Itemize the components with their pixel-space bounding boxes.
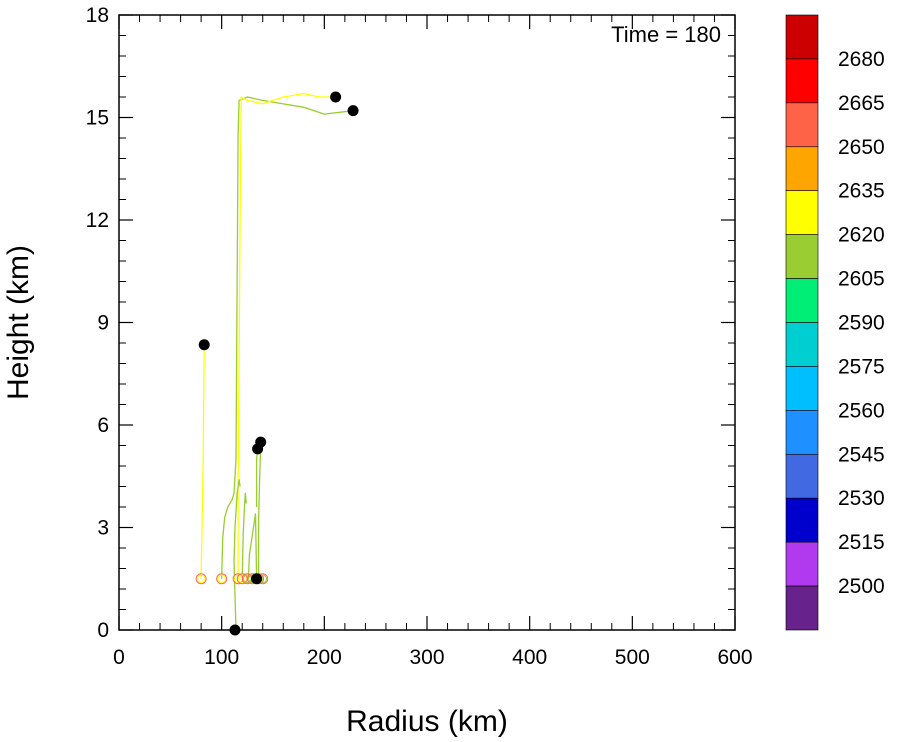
y-tick-label: 0 xyxy=(97,619,109,642)
trajectory-line xyxy=(247,513,258,579)
trajectory-line xyxy=(221,96,354,579)
x-tick-label: 400 xyxy=(512,646,547,669)
colorbar-label: 2650 xyxy=(838,136,885,159)
colorbar-swatch xyxy=(785,322,819,367)
y-tick-label: 6 xyxy=(97,414,109,437)
colorbar-label: 2590 xyxy=(838,312,885,335)
y-tick-label: 9 xyxy=(97,312,109,335)
colorbar-label: 2515 xyxy=(838,531,885,554)
colorbar-swatch xyxy=(785,58,819,104)
colorbar-swatch xyxy=(785,234,819,279)
colorbar: 2680 2665 2650 2635 2620 2605 2590 2575 2560 2545… xyxy=(785,14,885,631)
trajectory-line xyxy=(241,492,247,579)
trajectory-line xyxy=(233,479,241,631)
colorbar-label: 2635 xyxy=(838,180,885,203)
colorbar-label: 2665 xyxy=(838,92,885,115)
trajectory-end-point xyxy=(198,339,210,351)
colorbar-label: 2560 xyxy=(838,399,885,422)
trajectory-start-marker xyxy=(195,573,207,585)
x-tick-label: 500 xyxy=(615,646,650,669)
trajectory-start-marker-inner xyxy=(196,574,206,584)
plot-content xyxy=(195,91,359,636)
trajectory-line xyxy=(257,441,263,579)
colorbar-label: 2605 xyxy=(838,268,885,291)
plot-frame xyxy=(118,14,736,631)
colorbar-swatch xyxy=(785,497,819,543)
time-annotation: Time = 180 xyxy=(611,22,721,47)
y-tick-label: 3 xyxy=(97,517,109,540)
colorbar-swatch xyxy=(785,102,819,148)
y-tick-label: 12 xyxy=(86,209,109,232)
trajectory-line xyxy=(255,448,259,507)
colorbar-swatch xyxy=(785,541,819,587)
colorbar-label: 2530 xyxy=(838,487,885,510)
trajectory-start-marker-inner xyxy=(237,574,247,584)
x-tick-label: 600 xyxy=(717,646,752,669)
trajectory-end-point xyxy=(255,436,267,448)
trajectory-line xyxy=(200,344,205,579)
trajectory-start-marker-inner xyxy=(217,574,226,584)
colorbar-swatch xyxy=(785,585,819,631)
x-tick-label: 0 xyxy=(113,646,125,669)
trajectory-end-point xyxy=(330,91,342,103)
colorbar-swatch xyxy=(785,453,819,499)
colorbar-swatch xyxy=(785,14,819,60)
x-tick-label: 300 xyxy=(409,646,444,669)
x-tick-label: 200 xyxy=(307,646,342,669)
trajectory-line xyxy=(237,92,336,579)
y-tick-label: 15 xyxy=(86,107,109,130)
colorbar-label: 2500 xyxy=(838,575,885,598)
colorbar-swatch xyxy=(785,410,819,455)
trajectory-start-marker xyxy=(216,573,228,585)
colorbar-swatch xyxy=(785,146,819,192)
y-axis-title: Height (km) xyxy=(2,245,35,400)
x-axis-title: Radius (km) xyxy=(346,705,508,738)
axis-ticks: 0 100 200 300 400 500 600 0 3 6 9 12 15 18 xyxy=(86,4,753,669)
colorbar-label: 2680 xyxy=(838,48,885,71)
colorbar-swatch xyxy=(785,190,819,235)
colorbar-label: 2575 xyxy=(838,355,885,378)
colorbar-label: 2545 xyxy=(838,443,885,466)
x-tick-label: 100 xyxy=(204,646,239,669)
colorbar-swatch xyxy=(785,366,819,411)
y-tick-label: 18 xyxy=(86,4,109,27)
colorbar-label: 2620 xyxy=(838,224,885,247)
trajectory-end-point xyxy=(251,573,263,585)
trajectory-end-point xyxy=(347,105,359,117)
colorbar-swatch xyxy=(785,278,819,323)
